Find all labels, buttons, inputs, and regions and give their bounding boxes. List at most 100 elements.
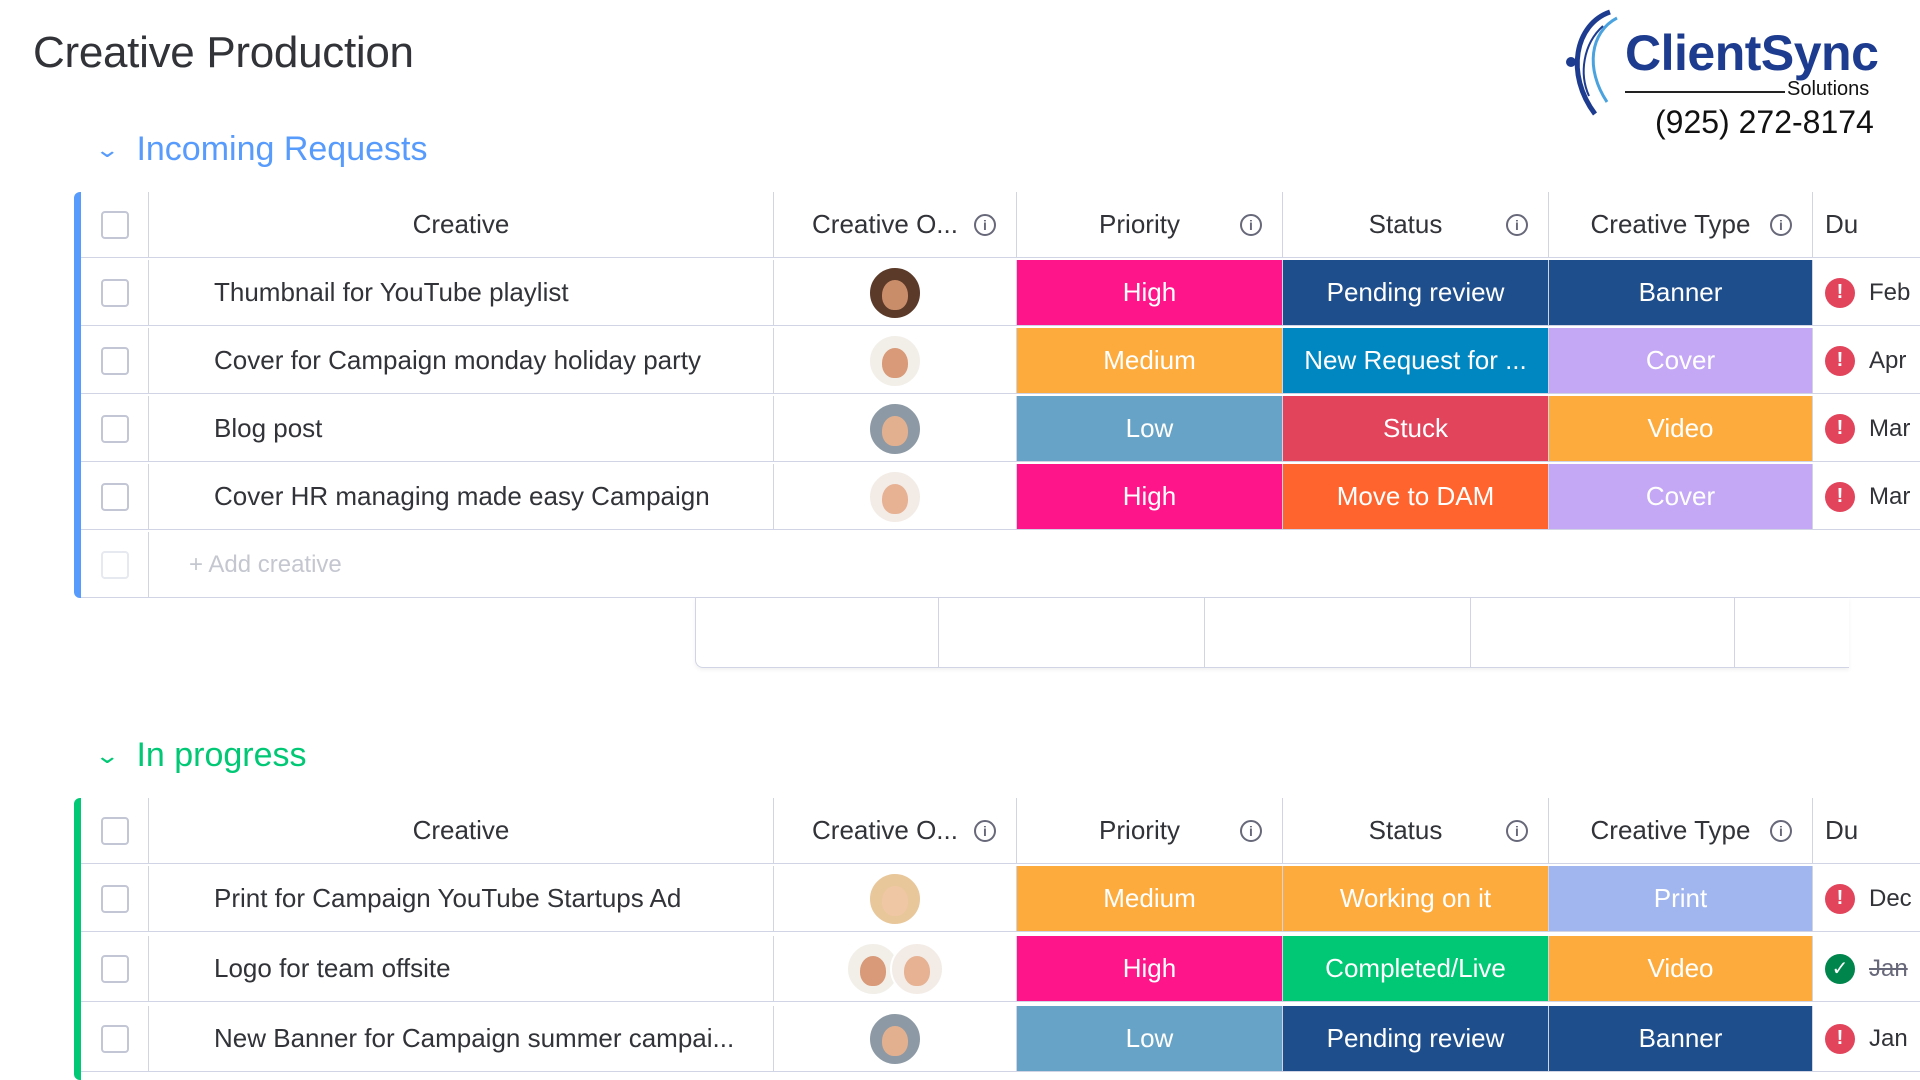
- avatar[interactable]: [868, 1011, 922, 1066]
- owner-cell[interactable]: [774, 260, 1017, 326]
- group-header-in-progress[interactable]: ⌄ In progress: [94, 736, 306, 775]
- due-date-text: Feb: [1869, 278, 1911, 306]
- avatar[interactable]: [868, 265, 922, 320]
- item-name[interactable]: Cover for Campaign monday holiday party: [149, 328, 774, 394]
- type-cell[interactable]: Banner: [1549, 260, 1813, 326]
- status-cell[interactable]: Working on it: [1283, 866, 1549, 932]
- avatar[interactable]: [868, 333, 922, 388]
- select-all-checkbox[interactable]: [100, 210, 129, 239]
- type-cell[interactable]: Video: [1549, 936, 1813, 1002]
- row-checkbox[interactable]: [100, 278, 129, 307]
- column-header-priority[interactable]: Priority i: [1017, 192, 1283, 258]
- priority-label: High: [1017, 260, 1282, 325]
- due-date-cell[interactable]: ! Apr: [1813, 328, 1920, 394]
- item-name[interactable]: New Banner for Campaign summer campai...: [149, 1006, 774, 1072]
- column-header-due[interactable]: Du: [1813, 192, 1920, 258]
- column-header-type[interactable]: Creative Type i: [1549, 192, 1813, 258]
- info-icon[interactable]: i: [1770, 819, 1792, 842]
- column-header-status[interactable]: Status i: [1283, 192, 1549, 258]
- column-header-creative[interactable]: Creative: [149, 798, 774, 864]
- row-checkbox[interactable]: [100, 1024, 129, 1053]
- chevron-down-icon[interactable]: ⌄: [94, 136, 121, 162]
- info-icon[interactable]: i: [974, 819, 996, 842]
- status-cell[interactable]: Pending review: [1283, 1006, 1549, 1072]
- select-all-checkbox[interactable]: [100, 816, 129, 845]
- due-date-cell[interactable]: ! Feb: [1813, 260, 1920, 326]
- owner-cell[interactable]: [774, 866, 1017, 932]
- info-icon[interactable]: i: [1506, 213, 1528, 236]
- item-name[interactable]: Logo for team offsite: [149, 936, 774, 1002]
- priority-cell[interactable]: Medium: [1017, 328, 1283, 394]
- avatar[interactable]: [868, 871, 922, 926]
- info-icon[interactable]: i: [1770, 213, 1792, 236]
- type-cell[interactable]: Print: [1549, 866, 1813, 932]
- due-date-cell[interactable]: ✓ Jan: [1813, 936, 1920, 1002]
- status-cell[interactable]: Stuck: [1283, 396, 1549, 462]
- due-date-cell[interactable]: ! Jan: [1813, 1006, 1920, 1072]
- column-header-creative[interactable]: Creative: [149, 192, 774, 258]
- priority-cell[interactable]: Low: [1017, 1006, 1283, 1072]
- owner-cell[interactable]: [774, 464, 1017, 530]
- avatar[interactable]: [890, 941, 944, 996]
- due-date-cell[interactable]: ! Dec: [1813, 866, 1920, 932]
- avatar-face: [904, 955, 930, 986]
- status-label: New Request for ...: [1283, 328, 1548, 393]
- item-name[interactable]: Thumbnail for YouTube playlist: [149, 260, 774, 326]
- column-header-label: Creative O...: [812, 815, 958, 845]
- status-cell[interactable]: Pending review: [1283, 260, 1549, 326]
- column-header-label: Priority: [1099, 815, 1180, 845]
- group-header-incoming[interactable]: ⌄ Incoming Requests: [94, 130, 427, 169]
- type-cell[interactable]: Video: [1549, 396, 1813, 462]
- column-header-owner[interactable]: Creative O... i: [774, 798, 1017, 864]
- item-name[interactable]: Cover HR managing made easy Campaign: [149, 464, 774, 530]
- owner-avatars: [868, 871, 922, 926]
- add-item-input[interactable]: + Add creative: [149, 532, 1920, 598]
- row-select-cell: [81, 328, 149, 394]
- row-select-cell: [81, 866, 149, 932]
- column-header-type[interactable]: Creative Type i: [1549, 798, 1813, 864]
- row-checkbox[interactable]: [100, 346, 129, 375]
- priority-cell[interactable]: High: [1017, 260, 1283, 326]
- type-cell[interactable]: Cover: [1549, 464, 1813, 530]
- select-all-cell: [81, 798, 149, 864]
- column-header-priority[interactable]: Priority i: [1017, 798, 1283, 864]
- row-select-cell: [81, 936, 149, 1002]
- priority-cell[interactable]: High: [1017, 936, 1283, 1002]
- row-checkbox[interactable]: [100, 884, 129, 913]
- alert-icon: !: [1825, 1023, 1855, 1054]
- row-checkbox[interactable]: [100, 482, 129, 511]
- item-name[interactable]: Blog post: [149, 396, 774, 462]
- info-icon[interactable]: i: [1240, 213, 1262, 236]
- column-header-due[interactable]: Du: [1813, 798, 1920, 864]
- status-cell[interactable]: Move to DAM: [1283, 464, 1549, 530]
- logo-divider: [1625, 91, 1785, 93]
- info-icon[interactable]: i: [1240, 819, 1262, 842]
- type-cell[interactable]: Cover: [1549, 328, 1813, 394]
- due-date-cell[interactable]: ! Mar: [1813, 396, 1920, 462]
- avatar[interactable]: [868, 401, 922, 456]
- owner-avatars: [868, 401, 922, 456]
- column-header-status[interactable]: Status i: [1283, 798, 1549, 864]
- info-icon[interactable]: i: [974, 213, 996, 236]
- row-checkbox[interactable]: [100, 414, 129, 443]
- owner-cell[interactable]: [774, 936, 1017, 1002]
- info-icon[interactable]: i: [1506, 819, 1528, 842]
- column-header-owner[interactable]: Creative O... i: [774, 192, 1017, 258]
- due-date-text: Apr: [1869, 346, 1907, 374]
- due-date-cell[interactable]: ! Mar: [1813, 464, 1920, 530]
- priority-cell[interactable]: Medium: [1017, 866, 1283, 932]
- item-name[interactable]: Print for Campaign YouTube Startups Ad: [149, 866, 774, 932]
- owner-cell[interactable]: [774, 1006, 1017, 1072]
- priority-cell[interactable]: Low: [1017, 396, 1283, 462]
- row-checkbox[interactable]: [100, 954, 129, 983]
- status-cell[interactable]: Completed/Live: [1283, 936, 1549, 1002]
- summary-cell: [939, 598, 1205, 667]
- priority-cell[interactable]: High: [1017, 464, 1283, 530]
- type-label: Video: [1549, 936, 1812, 1001]
- type-cell[interactable]: Banner: [1549, 1006, 1813, 1072]
- owner-cell[interactable]: [774, 396, 1017, 462]
- owner-cell[interactable]: [774, 328, 1017, 394]
- chevron-down-icon[interactable]: ⌄: [94, 742, 121, 768]
- avatar[interactable]: [868, 469, 922, 524]
- status-cell[interactable]: New Request for ...: [1283, 328, 1549, 394]
